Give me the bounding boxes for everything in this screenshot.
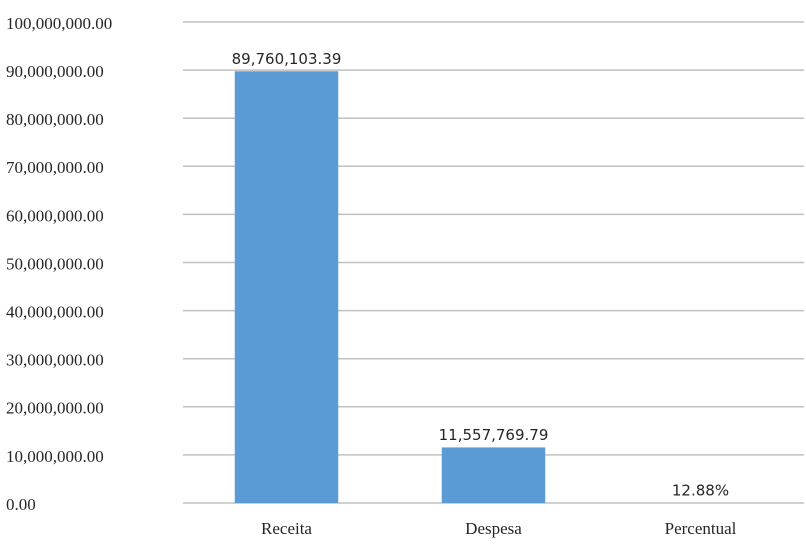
x-tick-label: Despesa — [465, 519, 522, 538]
y-tick-label: 60,000,000.00 — [6, 206, 104, 225]
y-tick-label: 100,000,000.00 — [6, 14, 112, 33]
y-tick-label: 30,000,000.00 — [6, 351, 104, 370]
value-label: 11,557,769.79 — [439, 426, 549, 444]
y-tick-label: 10,000,000.00 — [6, 447, 104, 466]
y-tick-label: 90,000,000.00 — [6, 62, 104, 81]
y-tick-label: 0.00 — [6, 495, 36, 514]
x-tick-label: Percentual — [665, 519, 737, 538]
bar — [441, 447, 546, 503]
bar — [234, 71, 339, 503]
y-tick-label: 40,000,000.00 — [6, 303, 104, 322]
y-tick-label: 70,000,000.00 — [6, 158, 104, 177]
y-tick-label: 20,000,000.00 — [6, 399, 104, 418]
value-label: 89,760,103.39 — [232, 50, 342, 68]
x-tick-label: Receita — [261, 519, 312, 538]
y-tick-label: 50,000,000.00 — [6, 254, 104, 273]
value-label: 12.88% — [672, 481, 729, 499]
y-tick-label: 80,000,000.00 — [6, 110, 104, 129]
